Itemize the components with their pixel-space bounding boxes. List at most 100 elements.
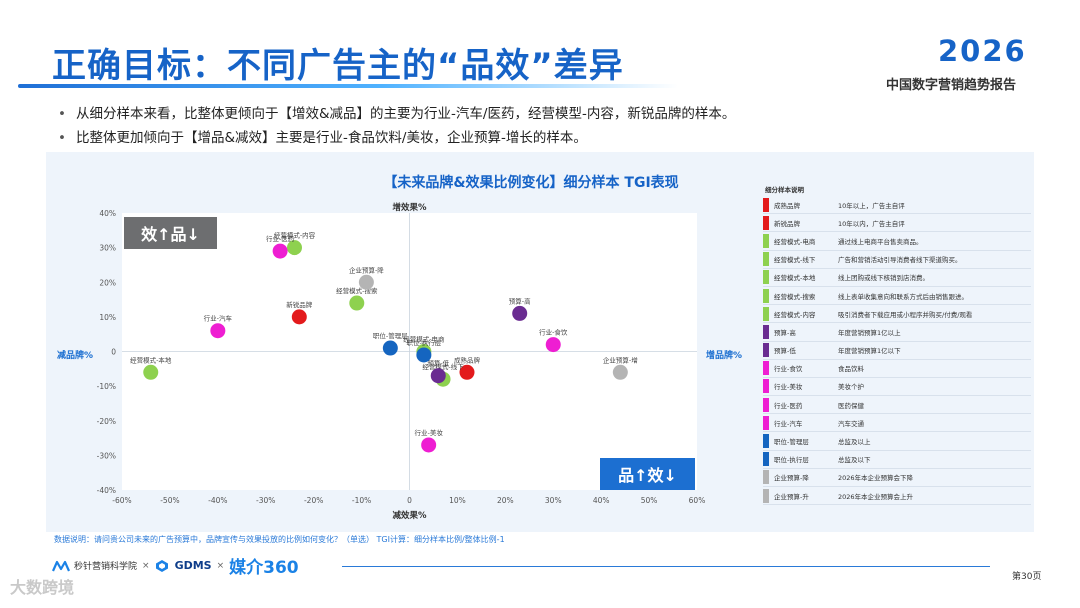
legend-swatch [763, 324, 769, 339]
legend-name: 成熟品牌 [774, 201, 800, 210]
footnote: 数据说明：请问贵公司未来的广告预算中，品牌宣传与效果投放的比例如何变化？（单选）… [54, 535, 505, 544]
point-label: 职位-执行层 [406, 338, 441, 347]
legend: 成熟品牌 10年以上，广告主自评新锐品牌 10年以内，广告主自评经营模式-电商 通过线… [763, 196, 1031, 506]
legend-row: 经营模式-本地 线上团购或线下核销到店消费。 [763, 269, 1031, 287]
legend-swatch [763, 197, 769, 212]
chart-title: 【未来品牌&效果比例变化】细分样本 TGI表现 [383, 174, 678, 191]
logo-meijie360: 媒介360 [229, 558, 299, 578]
data-point [421, 437, 437, 453]
data-point [143, 364, 159, 380]
legend-row: 行业-医药 医药保健 [763, 396, 1031, 415]
legend-desc: 通过线上电商平台售卖商品。 [838, 237, 923, 246]
legend-row: 企业预算-升 2026年本企业预算会上升 [763, 487, 1031, 506]
watermark: 大数跨境 [10, 578, 75, 597]
x-tick-label: 50% [641, 496, 658, 505]
x-tick-label: 20% [497, 496, 514, 505]
legend-name: 经营模式-电商 [774, 237, 816, 246]
legend-name: 职位-执行层 [774, 456, 809, 465]
legend-row: 预算-高 年度营销预算1亿以上 [763, 323, 1031, 342]
legend-swatch [763, 488, 769, 503]
axis-label-left: 减品牌% [57, 349, 93, 361]
y-tick-label: 30% [99, 244, 116, 253]
legend-desc: 年度营销预算1亿以下 [838, 347, 901, 356]
legend-desc: 广告和营销活动引导消费者线下渠道购买。 [838, 256, 962, 265]
miaozhen-logo-icon [52, 560, 70, 571]
legend-desc: 食品饮料 [838, 365, 864, 374]
quadrant-box-bottom-right [600, 458, 695, 490]
point-label: 新锐品牌 [286, 300, 313, 309]
point-label: 经营模式-搜索 [336, 286, 378, 295]
logo-separator: × [216, 560, 225, 571]
legend-swatch [763, 252, 769, 267]
y-tick-label: 0 [111, 348, 116, 357]
data-point [612, 364, 628, 380]
x-tick-label: 0 [407, 496, 412, 505]
point-label: 经营模式-本地 [130, 355, 172, 364]
legend-row: 行业-食饮 食品饮料 [763, 360, 1031, 378]
point-label: 经营模式-线下 [422, 362, 464, 371]
legend-name: 企业预算-升 [774, 492, 809, 501]
logo-gdms: GDMS [174, 559, 212, 572]
legend-desc: 线上表单收集意向和联系方式后由销售跟进。 [838, 292, 968, 301]
point-label: 成熟品牌 [454, 355, 481, 364]
legend-name: 经营模式-搜索 [774, 292, 816, 301]
axis-label-right: 增品牌% [706, 349, 742, 361]
axis-label-top: 增效果% [392, 202, 427, 213]
data-point [416, 347, 432, 363]
data-point [382, 340, 398, 356]
legend-row: 经营模式-电商 通过线上电商平台售卖商品。 [763, 232, 1031, 251]
footer-logos: 秒针营销科学院 × GDMS × 媒介360 [52, 553, 299, 578]
legend-swatch [763, 415, 769, 430]
x-tick-label: 10% [449, 496, 466, 505]
point-label: 行业-美妆 [414, 428, 443, 437]
legend-row: 经营模式-线下 广告和营销活动引导消费者线下渠道购买。 [763, 251, 1031, 269]
legend-desc: 2026年本企业预算会下降 [838, 474, 914, 483]
legend-desc: 美妆个护 [838, 383, 864, 392]
legend-row: 预算-低 年度营销预算1亿以下 [763, 342, 1031, 360]
legend-desc: 吸引消费者下载应用或小程序并购买/付费/观看 [838, 310, 973, 319]
legend-desc: 10年以内，广告主自评 [838, 219, 905, 228]
axis-label-bottom: 减效果% [392, 510, 427, 521]
x-tick-label: -30% [256, 496, 275, 505]
x-tick-label: -50% [160, 496, 179, 505]
point-label: 经营模式-内容 [274, 231, 316, 240]
legend-desc: 线上团购或线下核销到店消费。 [838, 274, 929, 283]
point-label: 行业-医药 [266, 234, 295, 243]
legend-desc: 10年以上，广告主自评 [838, 201, 905, 210]
x-tick-label: -40% [208, 496, 227, 505]
legend-swatch [763, 306, 769, 321]
point-label: 行业-汽车 [204, 314, 233, 323]
legend-swatch [763, 397, 769, 412]
legend-desc: 医药保健 [838, 401, 864, 410]
legend-row: 企业预算-降 2026年本企业预算会下降 [763, 469, 1031, 487]
legend-row: 新锐品牌 10年以内，广告主自评 [763, 214, 1031, 233]
y-tick-label: -30% [97, 451, 116, 460]
quadrant-box-top-left [124, 217, 217, 249]
legend-name: 企业预算-降 [774, 474, 809, 483]
x-tick-label: -20% [304, 496, 323, 505]
legend-desc: 总监及以下 [838, 456, 871, 465]
quadrant-label-bottom-right: 品↑效↓ [618, 466, 677, 485]
bullet-item: 从细分样本来看，比整体更倾向于【增效&减品】的主要为行业-汽车/医药，经营模型-… [58, 102, 735, 126]
data-point [287, 240, 302, 256]
point-label: 企业预算-增 [603, 355, 638, 364]
legend-desc: 年度营销预算1亿以上 [838, 328, 901, 337]
y-tick-label: -40% [97, 486, 116, 495]
legend-swatch [763, 343, 769, 358]
bullet-list: 从细分样本来看，比整体更倾向于【增效&减品】的主要为行业-汽车/医药，经营模型-… [58, 102, 735, 150]
legend-name: 预算-高 [774, 328, 796, 337]
data-point [459, 364, 475, 380]
y-tick-label: 40% [99, 209, 116, 218]
gdms-logo-icon [155, 559, 168, 572]
logo-miaozhen: 秒针营销科学院 [74, 562, 138, 572]
x-tick-label: 40% [593, 496, 610, 505]
legend-swatch [763, 233, 769, 248]
legend-row: 经营模式-内容 吸引消费者下载应用或小程序并购买/付费/观看 [763, 305, 1031, 324]
legend-desc: 总监及以上 [838, 438, 871, 447]
point-label: 预算-低 [427, 359, 449, 368]
legend-name: 经营模式-本地 [774, 274, 816, 283]
x-tick-label: 30% [545, 496, 562, 505]
y-tick-label: -20% [97, 417, 116, 426]
legend-swatch [763, 288, 769, 303]
legend-swatch [763, 361, 769, 376]
